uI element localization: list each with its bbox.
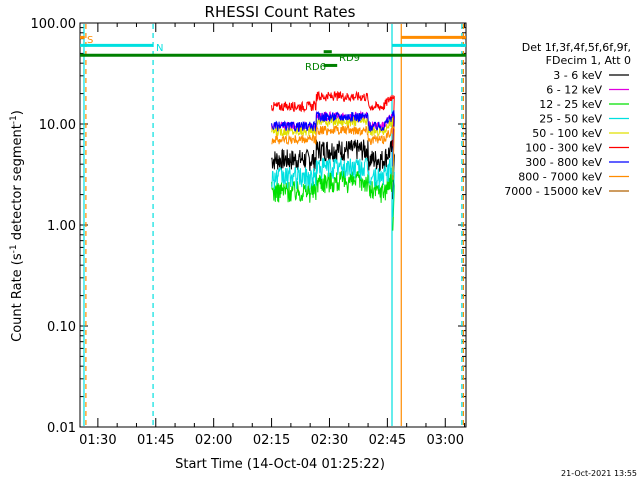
x-tick-label: 02:15	[253, 433, 290, 448]
footer-date: 21-Oct-2021 13:55	[561, 469, 637, 478]
y-tick-label: 100.00	[31, 17, 77, 32]
x-tick-label: 02:00	[195, 433, 232, 448]
legend-label: 100 - 300 keV	[525, 142, 602, 155]
x-tick-label: 02:45	[369, 433, 406, 448]
chart-title: RHESSI Count Rates	[205, 3, 356, 21]
series-line	[271, 157, 395, 218]
legend-label: 25 - 50 keV	[539, 113, 602, 126]
series-line	[271, 90, 395, 147]
legend-label: 6 - 12 keV	[546, 84, 602, 97]
x-tick-label: 02:30	[311, 433, 348, 448]
x-tick-label: 01:30	[79, 433, 116, 448]
flag-bars	[80, 35, 466, 67]
series-line	[271, 124, 395, 180]
y-tick-label: 1.00	[47, 219, 76, 234]
y-tick-label: 0.10	[47, 320, 76, 335]
series-lines	[271, 90, 395, 231]
x-tick-label: 01:45	[137, 433, 174, 448]
plot-frame	[79, 22, 467, 428]
annotation-s: S	[87, 35, 93, 46]
y-tick-label: 0.01	[47, 421, 76, 436]
legend-label: 3 - 6 keV	[553, 69, 602, 82]
legend-label: 7000 - 15000 keV	[504, 185, 602, 198]
series-line	[271, 139, 395, 200]
vertical-markers	[83, 24, 465, 426]
series-line	[271, 115, 395, 172]
legend-label: 50 - 100 keV	[532, 127, 602, 140]
annotations: S N RD6 RD9	[87, 35, 360, 73]
legend: Det 1f,3f,4f,5f,6f,9f, FDecim 1, Att 0 3…	[504, 41, 631, 198]
x-axis-label: Start Time (14-Oct-04 01:25:22)	[175, 457, 385, 472]
legend-header-2: FDecim 1, Att 0	[546, 54, 631, 67]
legend-label: 800 - 7000 keV	[518, 171, 602, 184]
y-tick-label: 10.00	[39, 118, 76, 133]
annotation-rd6: RD6	[305, 62, 326, 73]
legend-header-1: Det 1f,3f,4f,5f,6f,9f,	[522, 41, 631, 54]
legend-label: 12 - 25 keV	[539, 98, 602, 111]
x-ticks: 01:30 01:45 02:00 02:15 02:30 02:45 03:00	[79, 23, 466, 448]
x-tick-label: 03:00	[427, 433, 464, 448]
annotation-n: N	[156, 43, 163, 54]
y-axis-label: Count Rate (s-1 detector segment-1)	[9, 110, 25, 342]
annotation-rd9: RD9	[339, 53, 360, 64]
series-line	[271, 170, 395, 231]
series-line	[271, 110, 395, 167]
legend-label: 300 - 800 keV	[525, 156, 602, 169]
